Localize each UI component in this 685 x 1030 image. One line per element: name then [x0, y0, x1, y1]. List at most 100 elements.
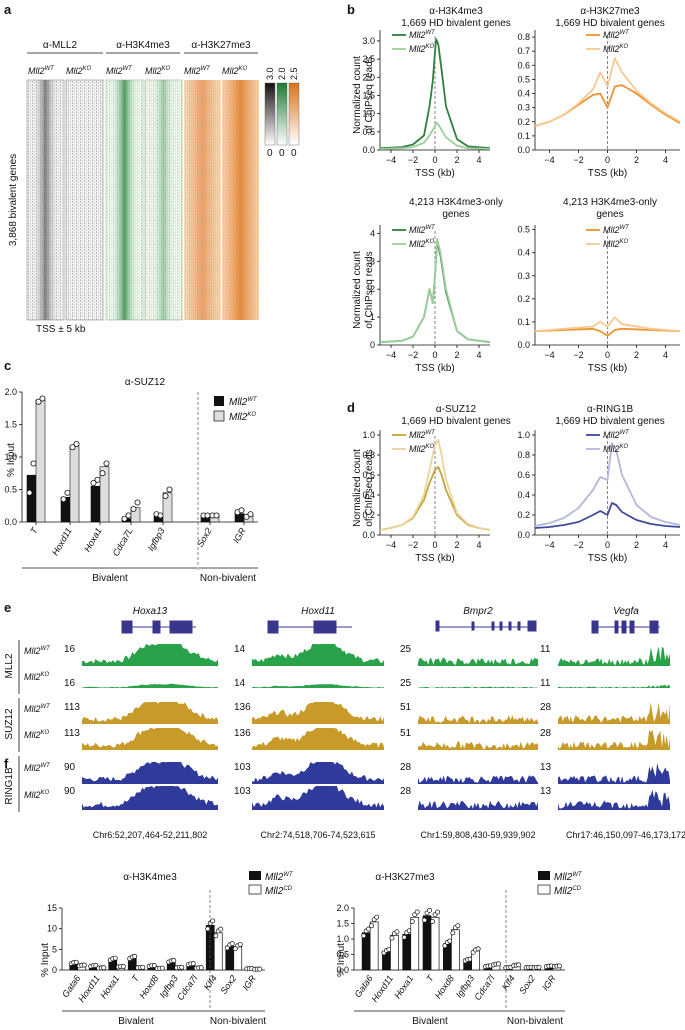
bar: [451, 929, 460, 971]
y-tick-label: 0.4: [517, 89, 530, 99]
track-scale: 25: [400, 678, 412, 689]
x-axis-label: TSS (kb): [588, 168, 627, 179]
data-point: [435, 909, 440, 915]
data-point: [162, 492, 169, 499]
category-label: Hoxd8: [137, 973, 160, 1000]
track-scale: 90: [64, 786, 76, 797]
y-tick-label: 2.0: [336, 903, 349, 913]
data-point: [369, 923, 375, 929]
y-tick-label: 0.5: [362, 127, 375, 137]
y-tick-label: 0.1: [517, 317, 530, 327]
data-point: [198, 965, 204, 971]
category-label: IGR: [540, 973, 558, 992]
x-tick-label: 2: [634, 540, 639, 550]
category-label: IGR: [231, 526, 248, 545]
y-tick-label: 1.0: [362, 430, 375, 440]
x-tick-label: 2: [454, 540, 459, 550]
x-tick-label: −4: [544, 155, 554, 165]
data-point: [247, 511, 254, 518]
category-label: Cdca7l: [472, 973, 497, 1003]
y-tick-label: 0.2: [517, 510, 530, 520]
series-line: [379, 439, 491, 531]
y-tick-label: 0.5: [517, 74, 530, 84]
signal-track: [418, 741, 538, 750]
legend-label: Mll2WT: [603, 430, 630, 440]
track-row-label: Mll2WT: [24, 646, 51, 656]
x-tick-label: 4: [663, 350, 668, 360]
x-tick-label: 4: [663, 155, 668, 165]
legend-label: Mll2KO: [409, 44, 435, 54]
heatmap-group-h3k27me3: α-H3K27me3: [191, 40, 251, 51]
chart-title: α-H3K27me3: [580, 6, 640, 17]
category-label: Cdca7l: [175, 973, 200, 1003]
data-point: [134, 499, 141, 506]
data-point: [190, 961, 196, 967]
chart-subtitle: 1,669 HD bivalent genes: [555, 18, 665, 29]
y-tick-label: 0: [52, 965, 57, 975]
x-tick-label: −2: [573, 350, 583, 360]
legend-label-ko: Mll2KO: [229, 412, 256, 423]
signal-track: [252, 786, 384, 810]
series-line: [379, 238, 491, 344]
category-label: Hoxa1: [82, 526, 104, 554]
track-scale: 28: [400, 786, 412, 797]
heatmap-col-label: Mll2KO: [222, 66, 248, 76]
data-point: [422, 917, 427, 923]
data-point: [132, 953, 138, 959]
bar: [162, 492, 173, 523]
data-point: [121, 515, 128, 522]
category-label: Sox2: [218, 973, 238, 996]
category-label: Klf4: [500, 973, 517, 991]
track-scale: 13: [540, 762, 552, 773]
f-group-nonbivalent: Non-bivalent: [507, 1016, 563, 1027]
data-point: [556, 963, 562, 969]
signal-track: [418, 686, 538, 688]
signal-track: [252, 702, 384, 724]
signal-track: [558, 684, 670, 688]
track-scale: 90: [64, 762, 76, 773]
heatmap-group-mll2: α-MLL2: [43, 40, 78, 51]
x-tick-label: 0: [605, 350, 610, 360]
y-tick-label: 1.5: [4, 420, 17, 430]
f-y-label: % Input: [40, 943, 51, 977]
signal-track: [418, 800, 538, 810]
colorscale-max: 2.5: [289, 67, 299, 80]
signal-track: [82, 728, 218, 750]
f-group-bivalent: Bivalent: [118, 1016, 154, 1027]
track-scale: 136: [234, 728, 251, 739]
data-point: [99, 470, 106, 477]
data-point: [229, 941, 235, 947]
data-point: [389, 935, 395, 941]
data-point: [218, 926, 224, 932]
y-tick-label: 1.5: [362, 90, 375, 100]
signal-track: [252, 644, 384, 666]
x-tick-label: 2: [634, 155, 639, 165]
data-point: [93, 963, 99, 968]
category-label: Hoxa1: [392, 973, 415, 1000]
x-tick-label: −4: [386, 350, 396, 360]
x-axis-label: TSS (kb): [415, 363, 454, 374]
gene-label: Bmpr2: [463, 606, 493, 617]
data-point: [409, 919, 415, 924]
legend-swatch-wt: [214, 396, 224, 406]
data-point: [140, 964, 146, 970]
heatmap-panel: α-MLL2 α-H3K4me3 α-H3K27me3 Mll2WT Mll2K…: [8, 40, 300, 335]
data-point: [73, 440, 80, 447]
x-tick-label: 0: [432, 350, 437, 360]
y-tick-label: 5: [52, 944, 57, 954]
x-tick-label: 4: [476, 540, 481, 550]
d-y-label-2: of ChIPseq reads: [364, 449, 375, 526]
track-scale: 28: [540, 728, 552, 739]
y-tick-label: 2.5: [362, 54, 375, 64]
colorscale-min: 0: [279, 148, 285, 159]
series-line: [534, 502, 681, 529]
x-tick-label: −4: [386, 540, 396, 550]
c-y-label: % Input: [6, 443, 17, 477]
legend-label: Mll2WT: [603, 30, 630, 40]
track-scale: 103: [234, 786, 251, 797]
x-axis-label: TSS (kb): [415, 168, 454, 179]
y-tick-label: 2.0: [362, 72, 375, 82]
y-tick-label: 0.7: [517, 46, 530, 56]
data-point: [39, 395, 46, 402]
